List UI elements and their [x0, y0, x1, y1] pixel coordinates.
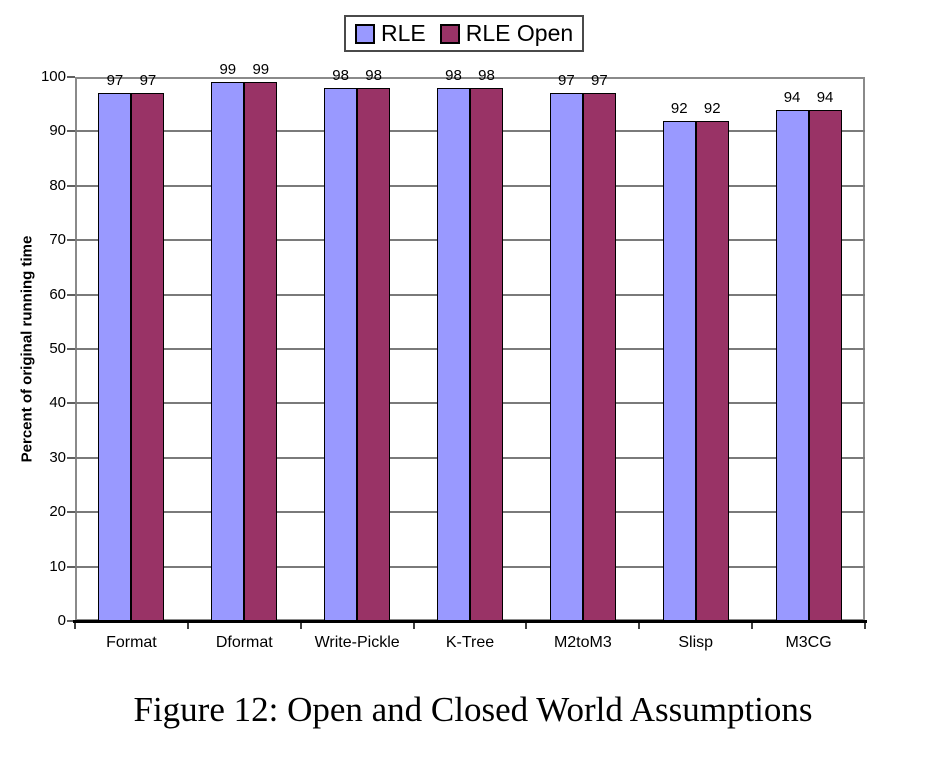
x-category-label: Write-Pickle: [314, 634, 400, 651]
y-axis-tick: [67, 130, 75, 133]
y-tick-label: 90: [49, 122, 66, 140]
y-axis-tick: [67, 511, 75, 514]
y-tick-label: 100: [40, 68, 66, 85]
bar-value-label: 92: [670, 99, 688, 117]
chart-legend: RLE RLE Open: [344, 15, 585, 52]
y-tick-label: 30: [49, 448, 66, 466]
rle-color-swatch-icon: [355, 23, 375, 44]
x-category-label: Format: [106, 634, 157, 651]
bar-value-label: 98: [478, 66, 495, 84]
x-category-label: Slisp: [678, 634, 714, 651]
bar-value-label: 97: [106, 72, 124, 90]
x-axis-tick: [74, 621, 76, 629]
rle-open-color-swatch-icon: [439, 23, 460, 44]
bar-value-label: 98: [445, 66, 462, 84]
y-axis-tick: [67, 348, 75, 350]
y-axis-tick: [67, 239, 75, 242]
bar-rle-open-format: [131, 93, 165, 621]
x-axis-line: [73, 620, 867, 623]
bar-rle-m2tom3: [549, 93, 583, 621]
x-axis-tick: [638, 621, 641, 629]
y-tick-label: 0: [57, 612, 66, 629]
bar-rle-open-write-pickle: [357, 87, 391, 621]
bar-rle-open-m3cg: [808, 109, 842, 621]
legend-item-rle: RLE: [355, 22, 426, 45]
legend-item-rle-open: RLE Open: [439, 20, 574, 46]
bar-value-label: 99: [219, 61, 237, 79]
x-axis-tick: [299, 621, 302, 629]
y-axis-tick: [67, 184, 75, 187]
y-axis-tick: [67, 76, 75, 78]
y-tick-label: 50: [49, 340, 66, 357]
bar-value-label: 97: [558, 72, 575, 90]
y-axis-tick: [67, 456, 75, 459]
bar-rle-k-tree: [437, 87, 470, 621]
bar-rle-open-slisp: [695, 120, 729, 621]
x-axis-tick: [751, 621, 754, 629]
bar-rle-write-pickle: [324, 87, 358, 621]
y-tick-label: 10: [49, 557, 66, 575]
x-category-label: K-Tree: [445, 634, 495, 651]
bar-value-label: 92: [703, 99, 721, 117]
bar-rle-open-dformat: [244, 82, 278, 621]
x-category-label: M3CG: [785, 634, 832, 651]
bar-value-label: 99: [252, 61, 270, 79]
x-category-label: Dformat: [215, 634, 273, 651]
y-axis-tick: [67, 293, 75, 296]
bar-value-label: 94: [816, 88, 834, 106]
x-category-label: M2toM3: [553, 634, 612, 651]
y-axis-tick: [67, 565, 75, 568]
legend-label-rle-open: RLE Open: [465, 20, 574, 46]
bar-rle-open-k-tree: [470, 87, 503, 621]
bar-rle-m3cg: [775, 109, 809, 621]
bar-value-label: 98: [332, 66, 349, 84]
y-axis-title: Percent of original running time: [18, 235, 36, 463]
y-tick-label: 60: [49, 285, 66, 303]
x-axis-tick: [412, 621, 415, 629]
legend-label-rle: RLE: [381, 20, 426, 46]
y-axis-tick: [67, 402, 75, 405]
figure-caption: Figure 12: Open and Closed World Assumpt…: [133, 690, 813, 729]
bar-rle-dformat: [211, 82, 245, 621]
bar-rle-slisp: [662, 120, 696, 621]
bar-value-label: 98: [365, 66, 382, 84]
y-tick-label: 80: [49, 176, 66, 194]
y-tick-label: 70: [49, 231, 66, 249]
x-axis-tick: [525, 621, 528, 629]
y-tick-label: 40: [49, 394, 66, 412]
bar-rle-format: [98, 93, 132, 621]
x-axis-tick: [864, 621, 866, 629]
y-tick-label: 20: [49, 503, 66, 521]
bar-rle-open-m2tom3: [582, 93, 616, 621]
bar-value-label: 94: [783, 88, 801, 106]
y-axis-tick: [67, 620, 75, 622]
x-axis-tick: [186, 621, 189, 629]
bar-value-label: 97: [591, 72, 608, 90]
bar-value-label: 97: [139, 72, 157, 90]
